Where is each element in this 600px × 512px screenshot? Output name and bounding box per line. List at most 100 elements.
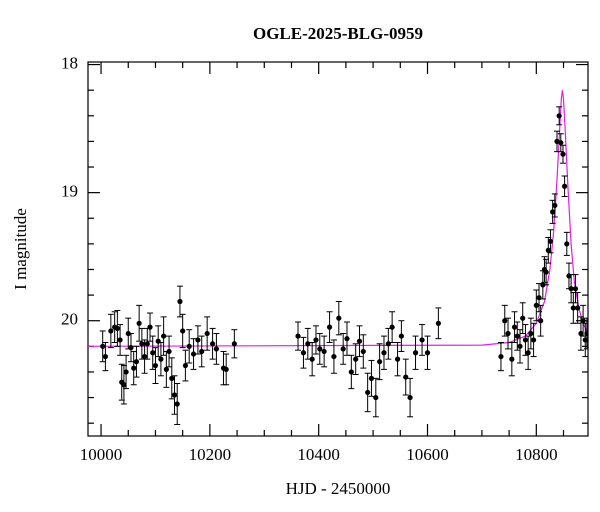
data-point: [498, 353, 504, 360]
x-tick-label: 10400: [297, 445, 340, 464]
data-point: [381, 350, 387, 356]
data-point: [309, 356, 315, 362]
data-point: [331, 353, 337, 360]
data-point: [204, 330, 210, 337]
data-point: [435, 320, 441, 326]
data-point: [139, 341, 145, 347]
data-point: [538, 318, 544, 324]
data-point: [223, 366, 229, 372]
data-point: [177, 298, 183, 305]
data-point: [114, 325, 120, 332]
data-point: [131, 365, 137, 371]
data-point: [313, 337, 319, 343]
data-point: [505, 330, 511, 337]
x-tick-label: 10600: [406, 445, 449, 464]
data-point: [365, 389, 371, 396]
data-point: [199, 348, 205, 355]
data-point: [575, 305, 581, 311]
data-point: [147, 324, 153, 330]
data-point: [317, 346, 323, 352]
data-point: [166, 348, 172, 355]
data-point: [558, 140, 564, 146]
data-point: [161, 333, 167, 339]
data-point: [540, 282, 546, 288]
model-curve: [88, 90, 588, 347]
data-point: [356, 338, 363, 344]
data-point: [398, 333, 404, 339]
y-tick-label: 18: [61, 53, 78, 72]
data-point: [368, 375, 375, 381]
data-point: [424, 350, 431, 356]
data-point: [377, 359, 383, 365]
data-point: [509, 356, 515, 362]
data-point: [171, 392, 178, 398]
data-point: [403, 374, 409, 380]
data-point: [186, 343, 192, 349]
data-point: [502, 318, 508, 324]
data-point: [295, 333, 301, 339]
data-point: [385, 341, 391, 347]
data-point: [133, 359, 140, 365]
data-point: [305, 341, 311, 347]
data-point: [578, 330, 584, 337]
data-point: [152, 362, 159, 369]
data-point: [373, 394, 379, 401]
data-point: [195, 337, 201, 343]
plot-area: [88, 90, 588, 425]
data-point: [321, 348, 327, 355]
data-point: [174, 401, 180, 407]
x-tick-label: 10000: [80, 445, 123, 464]
data-point: [128, 345, 134, 351]
data-point: [102, 353, 109, 360]
data-point: [209, 341, 216, 347]
data-point: [100, 343, 106, 349]
data-point: [545, 247, 551, 253]
data-point: [155, 338, 161, 344]
data-point: [326, 324, 333, 330]
data-point: [180, 328, 186, 334]
plot-frame: [87, 61, 589, 437]
y-axis-label: I magnitude: [11, 208, 30, 290]
data-point: [419, 337, 425, 343]
data-point: [547, 238, 554, 244]
data-point: [528, 330, 534, 337]
data-point: [407, 394, 413, 401]
data-point: [525, 350, 531, 356]
data-point: [520, 315, 526, 321]
data-point: [389, 324, 395, 330]
data-point: [144, 341, 150, 347]
data-point: [136, 320, 142, 326]
data-point: [568, 286, 574, 292]
data-point: [514, 333, 520, 339]
x-tick-label: 10800: [515, 445, 558, 464]
data-point: [564, 241, 570, 247]
data-point: [570, 305, 576, 311]
data-point: [517, 343, 523, 349]
data-point: [394, 356, 401, 362]
data-point: [511, 324, 518, 330]
chart-title: OGLE-2025-BLG-0959: [253, 24, 423, 43]
data-point: [572, 286, 579, 292]
data-point: [300, 350, 307, 356]
data-point: [412, 350, 419, 356]
data-point: [340, 346, 346, 352]
data-point: [556, 113, 562, 119]
data-point: [353, 356, 359, 362]
data-point: [169, 375, 175, 381]
data-point: [536, 295, 542, 301]
data-point: [150, 350, 156, 356]
y-tick-label: 20: [61, 310, 78, 329]
y-tick-label: 19: [61, 182, 78, 201]
data-point: [584, 330, 588, 337]
data-point: [344, 336, 350, 342]
data-point: [336, 315, 342, 321]
data-point: [530, 337, 537, 343]
data-point: [560, 151, 566, 157]
data-point: [141, 353, 148, 360]
data-point: [123, 369, 129, 375]
data-point: [533, 302, 539, 308]
data-point: [213, 346, 220, 352]
data-point: [360, 348, 366, 355]
data-point: [552, 202, 558, 209]
